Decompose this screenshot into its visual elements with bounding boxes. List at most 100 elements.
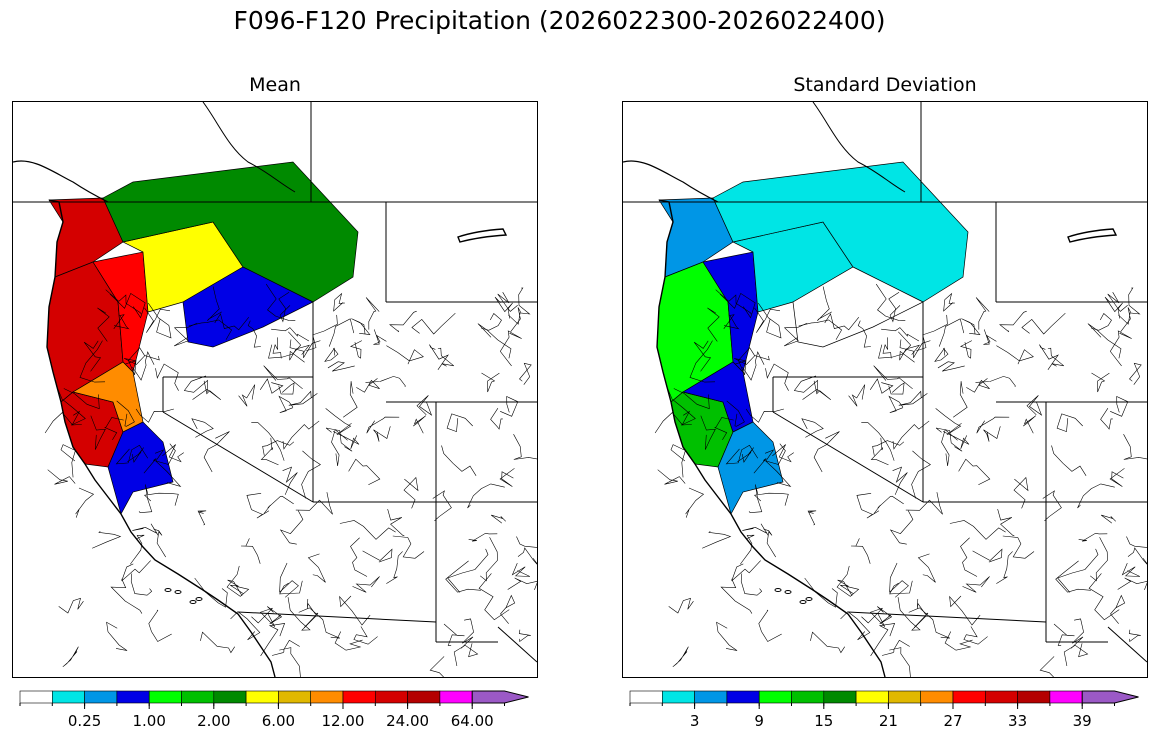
mean-basin-line bbox=[387, 508, 405, 537]
mean-basin-line bbox=[301, 450, 321, 499]
mean-basin-line bbox=[356, 378, 380, 393]
mean-basin-line bbox=[147, 302, 172, 339]
std-basin-line bbox=[983, 329, 997, 345]
mean-basin-line bbox=[386, 345, 424, 365]
mean-basin-line bbox=[125, 347, 146, 376]
mean-basin-line bbox=[173, 322, 198, 347]
std-basin-line bbox=[1047, 347, 1064, 367]
std-basin-line bbox=[737, 447, 754, 463]
mean-basin-line bbox=[499, 330, 522, 367]
mean-basin-line bbox=[104, 417, 124, 441]
mean-basin-line bbox=[491, 514, 506, 524]
mean-island bbox=[189, 600, 197, 604]
mean-basin-line bbox=[154, 449, 182, 487]
std-basin-line bbox=[861, 607, 886, 627]
mean-basin-line bbox=[124, 355, 160, 365]
std-basin-line bbox=[670, 444, 686, 478]
std-basin-line bbox=[1088, 573, 1120, 621]
mean-region-sierraN bbox=[107, 421, 174, 515]
std-basin-line bbox=[888, 395, 904, 413]
std-basin-line bbox=[793, 375, 818, 393]
std-basin-line bbox=[1104, 296, 1123, 319]
mean-basin-line bbox=[517, 547, 537, 565]
std-basin-line bbox=[1107, 292, 1128, 312]
std-basin-line bbox=[726, 400, 745, 427]
std-basin-line bbox=[856, 493, 880, 519]
std-basin-line bbox=[1070, 618, 1084, 649]
mean-colorbar-tick-label: 12.00 bbox=[322, 712, 365, 730]
std-basin-line bbox=[783, 322, 808, 347]
mean-basin-line bbox=[75, 487, 95, 518]
mean-basin-line bbox=[203, 431, 230, 473]
mean-basin-line bbox=[348, 458, 381, 486]
mean-basin-line bbox=[262, 440, 295, 456]
std-basin-line bbox=[1100, 408, 1113, 430]
mean-basin-line bbox=[298, 607, 340, 639]
mean-basin-line bbox=[328, 318, 355, 347]
std-basin-line bbox=[958, 458, 991, 486]
std-state-boundary bbox=[772, 411, 924, 503]
std-basin-line bbox=[714, 417, 734, 441]
mean-basin-line bbox=[200, 631, 235, 654]
std-colorbar-bin bbox=[1049, 690, 1083, 704]
std-basin-line bbox=[888, 292, 901, 323]
std-basin-line bbox=[734, 355, 770, 365]
std-basin-line bbox=[916, 314, 948, 352]
mean-basin-line bbox=[260, 623, 286, 657]
std-basin-line bbox=[972, 548, 1003, 563]
std-colorbar-bin bbox=[758, 690, 792, 704]
mean-basin-line bbox=[271, 639, 300, 656]
std-basin-line bbox=[719, 292, 756, 319]
std-colorbar-tick-label: 21 bbox=[879, 712, 898, 730]
std-colorbar-extend-bin bbox=[1081, 690, 1139, 704]
std-basin-line bbox=[702, 531, 732, 549]
mean-state-boundary bbox=[162, 411, 314, 503]
mean-basin-line bbox=[130, 573, 153, 596]
mean-basin-line bbox=[365, 297, 380, 330]
std-island bbox=[799, 600, 807, 604]
mean-colorbar-bin bbox=[84, 690, 118, 704]
std-basin-line bbox=[937, 361, 965, 372]
std-colorbar-bin bbox=[726, 690, 760, 704]
mean-basin-line bbox=[324, 347, 339, 362]
mean-basin-line bbox=[132, 351, 155, 381]
mean-basin-line bbox=[44, 410, 81, 434]
mean-basin-line bbox=[353, 626, 378, 645]
mean-basin-line bbox=[90, 415, 106, 450]
std-island bbox=[774, 588, 782, 592]
mean-basin-line bbox=[153, 528, 166, 558]
mean-basin-line bbox=[271, 327, 310, 342]
std-basin-line bbox=[1056, 413, 1083, 433]
std-basin-line bbox=[723, 314, 740, 330]
mean-basin-line bbox=[115, 444, 149, 465]
mean-basin-line bbox=[350, 537, 368, 577]
mean-basin-line bbox=[63, 388, 100, 410]
std-basin-line bbox=[889, 647, 911, 677]
mean-basin-line bbox=[92, 531, 122, 549]
std-basin-line bbox=[1121, 562, 1141, 577]
mean-colorbar-bin bbox=[407, 690, 441, 704]
std-basin-line bbox=[911, 450, 931, 499]
mean-basin-line bbox=[478, 573, 510, 621]
mean-colorbar-bin bbox=[439, 690, 473, 704]
std-basin-line bbox=[935, 408, 962, 435]
std-basin-line bbox=[875, 283, 906, 322]
std-basin-line bbox=[1057, 548, 1099, 593]
mean-basin-line bbox=[325, 427, 353, 452]
mean-basin-line bbox=[332, 431, 360, 450]
std-basin-line bbox=[1042, 490, 1062, 522]
std-basin-line bbox=[889, 562, 909, 598]
std-basin-line bbox=[892, 466, 908, 495]
std-canada-coast bbox=[623, 160, 719, 203]
std-basin-line bbox=[935, 427, 963, 452]
mean-basin-line bbox=[192, 380, 221, 400]
std-basin-line bbox=[873, 495, 904, 514]
std-basin-line bbox=[997, 508, 1015, 537]
std-basin-line bbox=[672, 646, 689, 668]
std-colorbar-bin bbox=[823, 690, 857, 704]
std-basin-line bbox=[754, 307, 781, 333]
std-basin-line bbox=[899, 339, 931, 358]
std-basin-line bbox=[720, 578, 753, 614]
mean-basin-line bbox=[144, 307, 171, 333]
std-basin-line bbox=[1055, 560, 1091, 593]
